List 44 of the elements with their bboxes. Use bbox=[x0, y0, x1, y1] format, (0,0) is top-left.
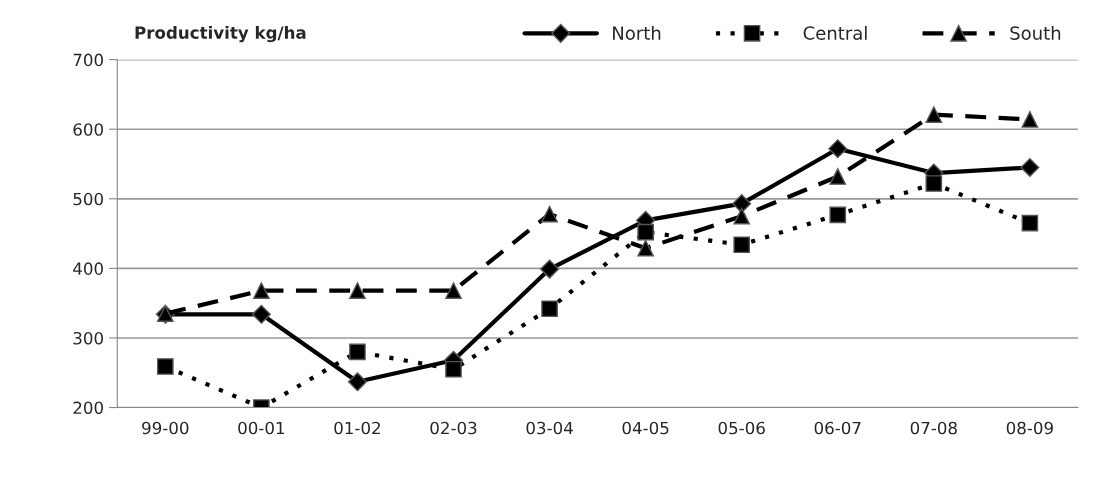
x-tick-label: 01-02 bbox=[334, 421, 380, 435]
point bbox=[156, 358, 174, 375]
x-tick-label: 05-06 bbox=[718, 421, 765, 435]
legend-label: North bbox=[613, 25, 661, 40]
x-tick-label: 04-05 bbox=[622, 421, 669, 435]
point bbox=[637, 239, 654, 257]
y-tick-label: 300 bbox=[73, 331, 103, 345]
point bbox=[828, 139, 848, 159]
point bbox=[540, 259, 560, 279]
point bbox=[733, 207, 751, 225]
y-tick-label: 200 bbox=[73, 401, 103, 415]
y-tick-label: 600 bbox=[73, 123, 103, 136]
x-tick-label: 99-00 bbox=[142, 421, 189, 435]
y-tick-label: 700 bbox=[73, 53, 103, 67]
point bbox=[347, 372, 367, 392]
point bbox=[733, 236, 751, 254]
x-tick-label: 08-09 bbox=[1006, 421, 1053, 435]
point bbox=[925, 175, 943, 192]
point bbox=[925, 106, 943, 123]
point bbox=[1020, 157, 1040, 178]
point bbox=[251, 304, 271, 324]
point bbox=[1021, 214, 1039, 232]
point bbox=[541, 300, 558, 318]
chart-title: Productivity kg/ha bbox=[135, 25, 306, 43]
point bbox=[637, 223, 654, 241]
point bbox=[253, 282, 270, 299]
x-tick-label: 03-04 bbox=[526, 421, 573, 435]
x-tick-label: 00-01 bbox=[238, 421, 285, 435]
x-tick-label: 06-07 bbox=[814, 421, 861, 435]
point bbox=[541, 205, 558, 223]
point bbox=[829, 206, 847, 224]
legend-label: South bbox=[1010, 25, 1061, 40]
point bbox=[445, 360, 462, 378]
x-tick-label: 02-03 bbox=[430, 421, 477, 435]
point bbox=[1021, 111, 1039, 128]
point bbox=[445, 282, 462, 299]
point bbox=[732, 194, 752, 214]
legend-label: Central bbox=[803, 25, 867, 40]
point bbox=[829, 168, 847, 185]
y-tick-label: 500 bbox=[73, 192, 103, 206]
y-tick-label: 400 bbox=[73, 262, 103, 275]
point bbox=[349, 343, 366, 361]
x-tick-label: 07-08 bbox=[910, 421, 957, 435]
point bbox=[349, 282, 366, 299]
